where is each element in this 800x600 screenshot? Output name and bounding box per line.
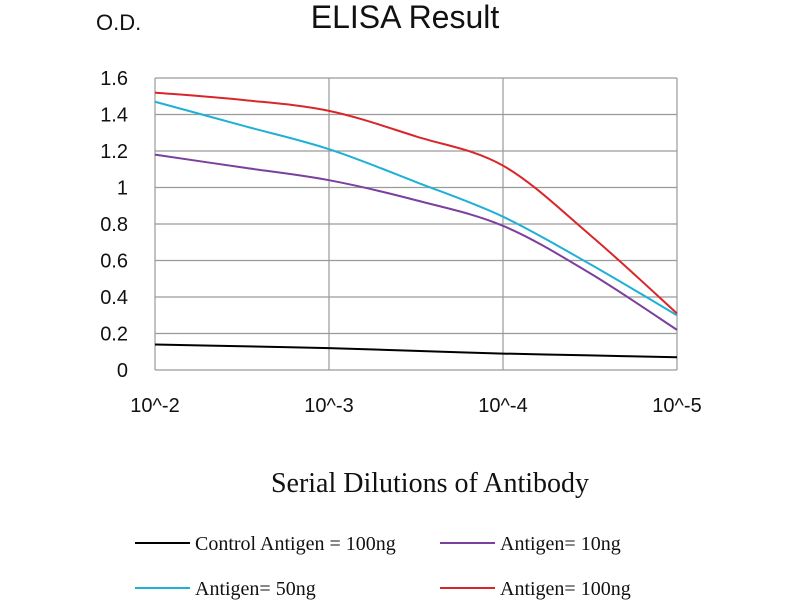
y-axis-label: O.D. (96, 10, 141, 35)
x-axis-label: Serial Dilutions of Antibody (271, 468, 589, 499)
chart-title: ELISA Result (311, 0, 500, 35)
y-tick-label: 0.8 (100, 214, 128, 236)
y-tick-label: 1 (117, 178, 128, 200)
legend-label: Antigen= 100ng (500, 578, 631, 600)
series-line-0 (154, 343, 678, 359)
y-tick-label: 0 (117, 360, 128, 382)
legend-label: Control Antigen = 100ng (195, 533, 396, 555)
x-tick-label: 10^-4 (478, 395, 527, 417)
series-line-2 (154, 100, 678, 317)
legend-label: Antigen= 10ng (500, 533, 621, 555)
y-tick-label: 0.2 (100, 324, 128, 346)
series-line-3 (154, 91, 678, 315)
series-line-1 (154, 153, 678, 331)
x-tick-label: 10^-2 (130, 395, 179, 417)
y-tick-label: 0.6 (100, 251, 128, 273)
y-tick-label: 1.4 (100, 105, 128, 127)
y-tick-label: 1.2 (100, 141, 128, 163)
y-tick-label: 0.4 (100, 287, 128, 309)
legend-label: Antigen= 50ng (195, 578, 316, 600)
x-tick-label: 10^-3 (304, 395, 353, 417)
y-tick-label: 1.6 (100, 68, 128, 90)
x-tick-label: 10^-5 (652, 395, 701, 417)
